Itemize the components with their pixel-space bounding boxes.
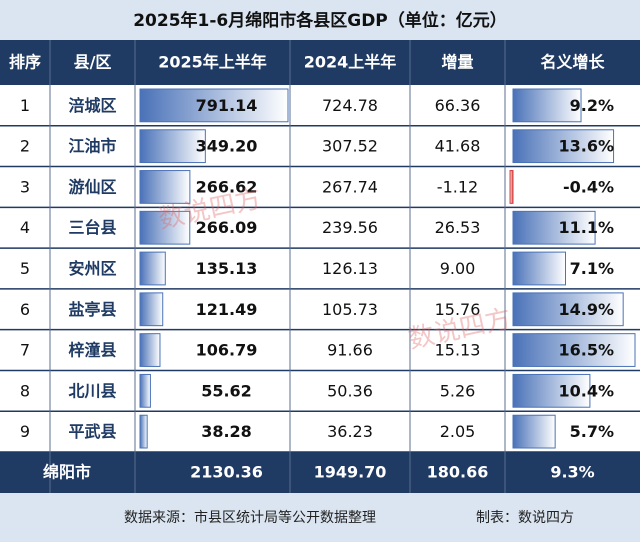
cell: 梓潼县 — [68, 341, 116, 360]
cell: 涪城区 — [68, 96, 116, 115]
column-header: 县/区 — [74, 53, 112, 72]
cell: 3 — [20, 177, 30, 196]
cell: 126.13 — [322, 259, 378, 278]
cell: 66.36 — [435, 96, 481, 115]
cell: 266.62 — [196, 177, 258, 196]
cell: 游仙区 — [68, 177, 116, 196]
cell: 105.73 — [322, 300, 378, 319]
cell: 6 — [20, 300, 30, 319]
footer-source: 数据来源：市县区统计局等公开数据整理 — [124, 509, 376, 526]
cell: 9.00 — [440, 259, 476, 278]
cell: 16.5% — [558, 341, 614, 360]
total-cell: 绵阳市 — [43, 463, 91, 482]
cell: 267.74 — [322, 177, 378, 196]
cell: 10.4% — [558, 381, 614, 400]
total-cell: 1949.70 — [314, 463, 387, 482]
cell: 7 — [20, 341, 30, 360]
footer-maker: 制表：数说四方 — [476, 510, 574, 526]
footer-bg — [0, 493, 640, 542]
cell: 91.66 — [327, 341, 373, 360]
data-bar — [139, 88, 289, 123]
data-bar — [139, 292, 164, 327]
data-bar — [139, 373, 151, 408]
cell: 8 — [20, 381, 30, 400]
cell: 266.09 — [196, 218, 258, 237]
cell: 14.9% — [558, 300, 614, 319]
growth-bar — [512, 414, 556, 449]
total-cell: 2130.36 — [190, 463, 263, 482]
cell: 38.28 — [201, 422, 252, 441]
cell: 41.68 — [435, 137, 481, 156]
cell: 307.52 — [322, 137, 378, 156]
cell: 江油市 — [68, 137, 116, 156]
cell: 北川县 — [68, 381, 116, 400]
cell: -1.12 — [437, 177, 478, 196]
growth-bar — [512, 129, 615, 164]
total-cell: 180.66 — [427, 463, 489, 482]
column-header: 增量 — [441, 53, 473, 72]
cell: 11.1% — [558, 218, 614, 237]
column-header: 2024上半年 — [304, 53, 397, 72]
cell: 26.53 — [435, 218, 481, 237]
growth-bar — [512, 333, 636, 367]
cell: 9 — [20, 422, 30, 441]
data-bar — [139, 170, 191, 204]
data-bar — [139, 414, 148, 449]
header-bg — [0, 40, 640, 85]
cell: 36.23 — [327, 422, 373, 441]
data-bar — [139, 333, 161, 367]
cell: 13.6% — [558, 137, 614, 156]
cell: 50.36 — [327, 381, 373, 400]
cell: 5.26 — [440, 381, 476, 400]
cell: 121.49 — [196, 300, 258, 319]
column-header: 名义增长 — [540, 53, 605, 72]
growth-bar — [512, 210, 596, 245]
growth-bar — [512, 292, 624, 327]
growth-bar — [512, 88, 582, 123]
cell: 106.79 — [196, 341, 258, 360]
total-cell: 9.3% — [550, 463, 594, 482]
cell: 791.14 — [196, 96, 258, 115]
cell: 15.76 — [435, 300, 481, 319]
cell: 2.05 — [440, 422, 476, 441]
growth-bar — [512, 251, 566, 286]
cell: -0.4% — [563, 177, 614, 196]
total-bg — [0, 452, 640, 493]
cell: 7.1% — [570, 259, 614, 278]
cell: 盐亭县 — [68, 300, 116, 319]
cell: 9.2% — [570, 96, 614, 115]
growth-bar — [512, 373, 591, 408]
title: 2025年1-6月绵阳市各县区GDP（单位：亿元） — [133, 10, 507, 31]
cell: 三台县 — [68, 218, 116, 237]
data-bar — [139, 210, 191, 245]
cell: 5 — [20, 259, 30, 278]
cell: 4 — [20, 218, 30, 237]
cell: 1 — [20, 96, 30, 115]
cell: 安州区 — [68, 259, 116, 278]
cell: 2 — [20, 137, 30, 156]
data-bar — [139, 251, 166, 286]
column-header: 排序 — [9, 53, 41, 72]
cell: 724.78 — [322, 96, 378, 115]
cell: 平武县 — [68, 422, 116, 441]
title-bg — [0, 0, 640, 40]
cell: 5.7% — [570, 422, 614, 441]
data-bar — [139, 129, 206, 164]
cell: 55.62 — [201, 381, 252, 400]
cell: 135.13 — [196, 259, 258, 278]
cell: 15.13 — [435, 341, 481, 360]
cell: 239.56 — [322, 218, 378, 237]
growth-bar — [509, 170, 514, 204]
cell: 349.20 — [196, 137, 258, 156]
column-header: 2025年上半年 — [158, 53, 267, 72]
